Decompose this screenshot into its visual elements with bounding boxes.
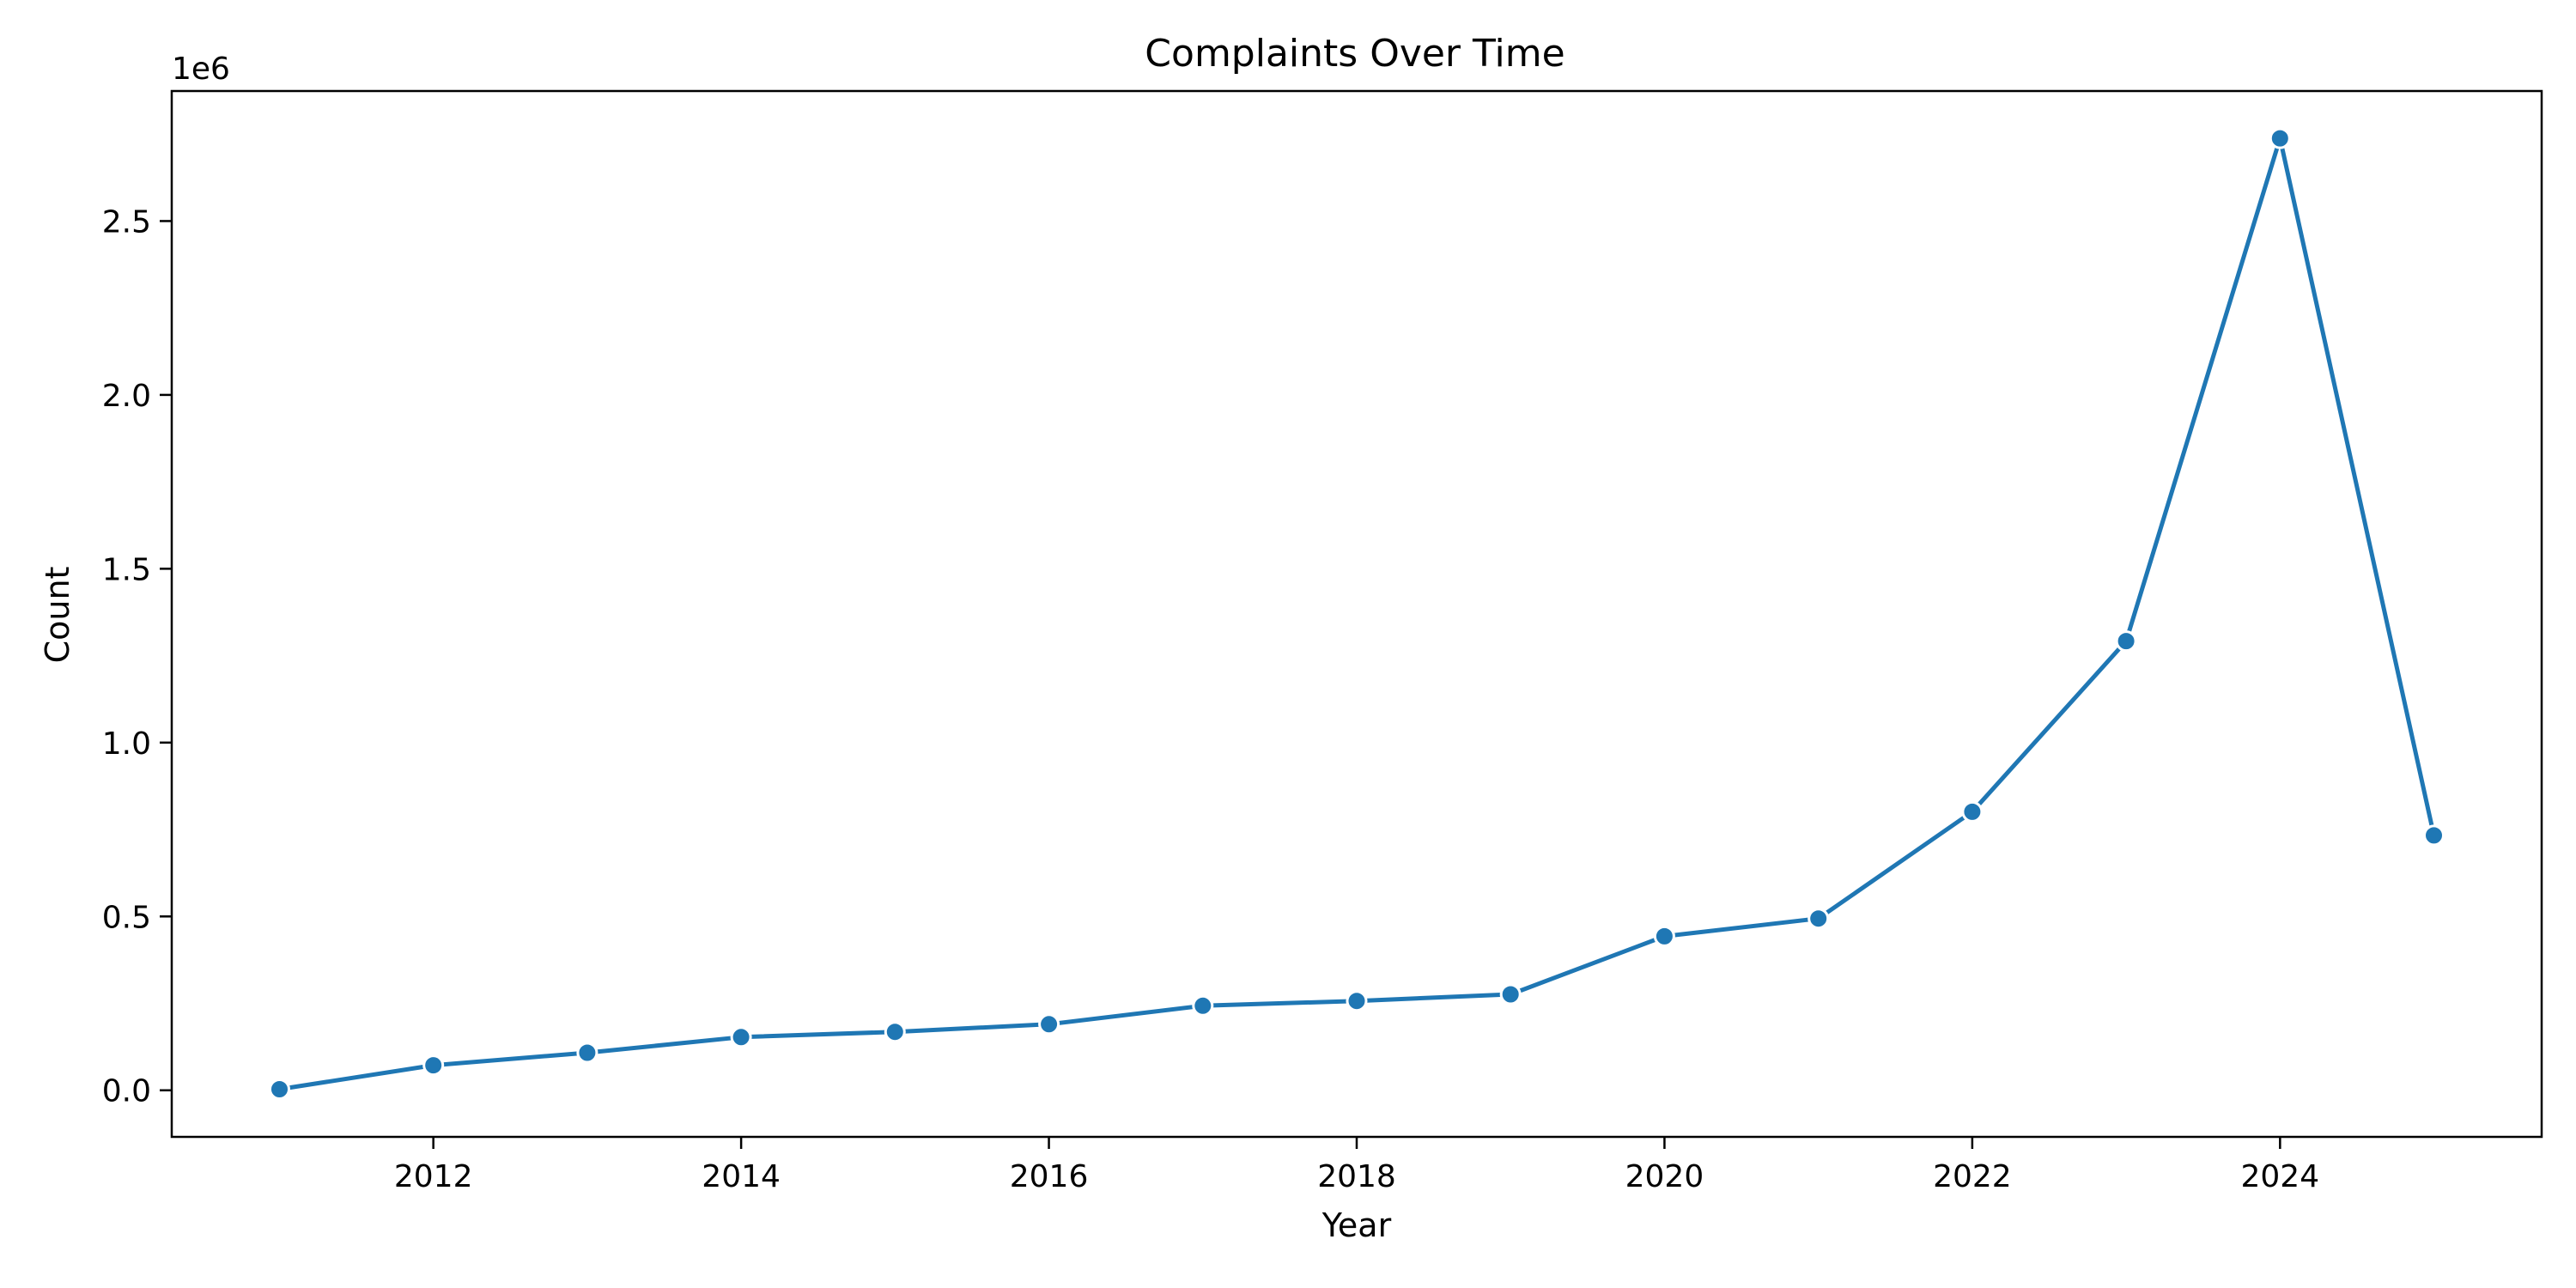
data-point xyxy=(2115,630,2137,653)
y-tick-label: 2.5 xyxy=(102,204,151,240)
data-point xyxy=(576,1042,598,1064)
data-point xyxy=(1961,800,1984,823)
x-tick-label: 2014 xyxy=(702,1159,781,1194)
data-point xyxy=(1807,908,1830,930)
x-tick-label: 2012 xyxy=(394,1159,473,1194)
y-tick-label: 0.5 xyxy=(102,900,151,935)
series-line xyxy=(279,136,2436,1091)
data-point xyxy=(1038,1013,1060,1036)
y-tick-label: 0.0 xyxy=(102,1074,151,1109)
chart-title: Complaints Over Time xyxy=(1145,32,1564,76)
data-point xyxy=(730,1026,752,1048)
data-point xyxy=(2423,824,2445,847)
x-tick-label: 2024 xyxy=(2241,1159,2320,1194)
data-point xyxy=(1346,990,1368,1012)
y-tick-label: 1.5 xyxy=(102,552,151,587)
y-axis-ticks: 0.0 0.5 1.0 1.5 2.0 2.5 xyxy=(102,204,172,1109)
y-tick-label: 2.0 xyxy=(102,379,151,414)
x-axis-ticks: 2012 2014 2016 2018 2020 2022 2024 xyxy=(394,1137,2319,1194)
plot-frame xyxy=(170,89,2543,1139)
y-axis-offset-label: 1e6 xyxy=(172,52,230,87)
data-point xyxy=(1653,925,1675,947)
data-point xyxy=(1499,983,1522,1005)
data-point xyxy=(2269,127,2291,149)
data-point xyxy=(269,1078,290,1100)
plot-area xyxy=(269,127,2445,1100)
x-tick-label: 2016 xyxy=(1010,1159,1089,1194)
x-tick-label: 2022 xyxy=(1933,1159,2012,1194)
x-axis-label: Year xyxy=(1321,1206,1392,1244)
y-axis-label: Count xyxy=(39,567,76,664)
data-point xyxy=(422,1054,445,1077)
x-tick-label: 2020 xyxy=(1625,1159,1704,1194)
x-tick-label: 2018 xyxy=(1317,1159,1396,1194)
data-point xyxy=(884,1021,906,1043)
data-point xyxy=(1192,994,1214,1017)
y-tick-label: 1.0 xyxy=(102,726,151,762)
series-layer xyxy=(269,127,2445,1100)
